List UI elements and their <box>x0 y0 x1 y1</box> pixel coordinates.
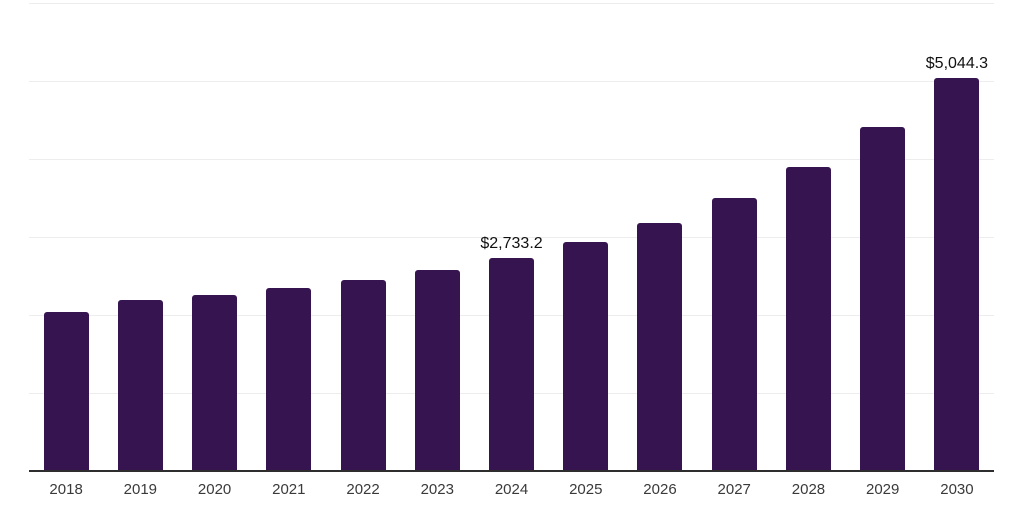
x-tick-label-2020: 2020 <box>197 481 232 498</box>
bar-2025 <box>563 242 609 471</box>
bar-2018 <box>43 311 89 471</box>
bar-2020 <box>192 295 238 471</box>
bar-slot-2029 <box>846 3 920 471</box>
x-tick-label-2023: 2023 <box>420 481 454 498</box>
bar-slot-2018 <box>29 3 103 471</box>
bar-slot-2030: $5,044.3 <box>920 3 994 471</box>
plot-area: $2,733.2 $5,044.3 <box>29 3 994 472</box>
bar-slot-2022 <box>326 3 400 471</box>
data-label-2030: $5,044.3 <box>925 54 989 72</box>
bar-2023 <box>414 269 460 471</box>
x-tick-label-2030: 2030 <box>940 481 974 498</box>
bar-2029 <box>860 127 906 471</box>
bar-slot-2023 <box>400 3 474 471</box>
bar-2021 <box>266 287 312 471</box>
x-tick-label-2021: 2021 <box>272 481 306 498</box>
bar-slot-2026 <box>623 3 697 471</box>
x-tick-label-2025: 2025 <box>569 481 603 498</box>
bar-2027 <box>711 197 757 471</box>
gridline-5000 <box>29 80 994 82</box>
x-tick-label-2028: 2028 <box>791 481 826 498</box>
x-axis-line <box>29 470 994 472</box>
x-tick-label-2018: 2018 <box>49 481 83 498</box>
gridline-6000 <box>29 3 994 4</box>
bar-2026 <box>637 222 683 471</box>
bar-2028 <box>785 166 831 471</box>
x-tick-label-2019: 2019 <box>123 481 158 498</box>
bar-slot-2027 <box>697 3 771 471</box>
bar-slot-2025 <box>549 3 623 471</box>
x-tick-label-2024: 2024 <box>494 481 529 498</box>
x-axis-tick-labels: 2018 2019 2020 2021 2022 2023 2024 2025 2026 2027… <box>29 481 994 498</box>
bar-2030: $5,044.3 <box>926 55 988 471</box>
x-tick-label-2022: 2022 <box>346 481 380 498</box>
gridline-3000 <box>29 237 994 238</box>
x-tick-label-2029: 2029 <box>866 481 900 498</box>
bar-slot-2021 <box>252 3 326 471</box>
bar-2024: $2,733.2 <box>480 235 543 471</box>
bar-2022 <box>340 279 386 471</box>
bar-slot-2020 <box>177 3 251 471</box>
gridline-4000 <box>29 158 994 160</box>
bar-slot-2019 <box>103 3 177 471</box>
x-tick-label-2026: 2026 <box>643 481 677 498</box>
x-tick-label-2027: 2027 <box>717 481 751 498</box>
bar-slot-2028 <box>771 3 845 471</box>
data-label-2024: $2,733.2 <box>480 234 543 252</box>
bar-2019 <box>117 299 163 471</box>
bar-slot-2024: $2,733.2 <box>474 3 548 471</box>
bar-series: $2,733.2 $5,044.3 <box>29 3 994 471</box>
